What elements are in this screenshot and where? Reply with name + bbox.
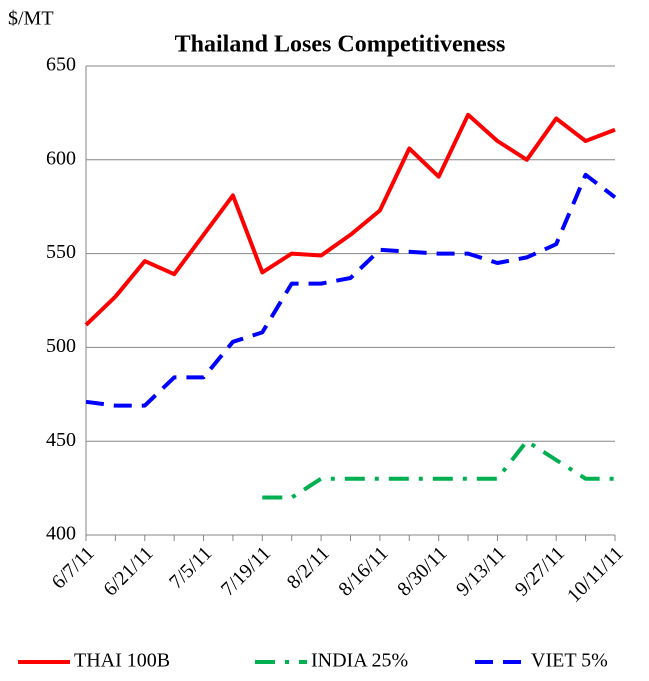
y-tick-label: 500	[46, 335, 76, 357]
x-tick-label: 8/30/11	[393, 542, 451, 600]
x-tick-label: 8/2/11	[283, 542, 334, 593]
chart-title: Thailand Loses Competitiveness	[175, 32, 506, 58]
y-tick-label: 450	[46, 429, 76, 451]
y-tick-label: 650	[46, 54, 76, 76]
x-tick-label: 8/16/11	[334, 542, 392, 600]
x-tick-label: 9/27/11	[511, 542, 569, 600]
legend-label: VIET 5%	[531, 650, 608, 672]
x-tick-label: 6/21/11	[99, 542, 157, 600]
x-tick-label: 7/19/11	[217, 542, 275, 600]
x-tick-label: 9/13/11	[452, 542, 510, 600]
y-axis-label: $/MT	[8, 8, 54, 30]
legend-label: THAI 100B	[74, 650, 170, 672]
x-tick-label: 7/5/11	[165, 542, 216, 593]
series-line	[262, 439, 615, 500]
y-tick-label: 400	[46, 523, 76, 545]
series-line	[84, 112, 616, 327]
legend-label: INDIA 25%	[311, 650, 408, 672]
x-tick-label: 10/11/11	[563, 542, 628, 607]
x-tick-label: 6/7/11	[48, 542, 99, 593]
y-tick-label: 550	[46, 241, 76, 263]
series-line	[85, 172, 617, 408]
y-tick-label: 600	[46, 147, 76, 169]
